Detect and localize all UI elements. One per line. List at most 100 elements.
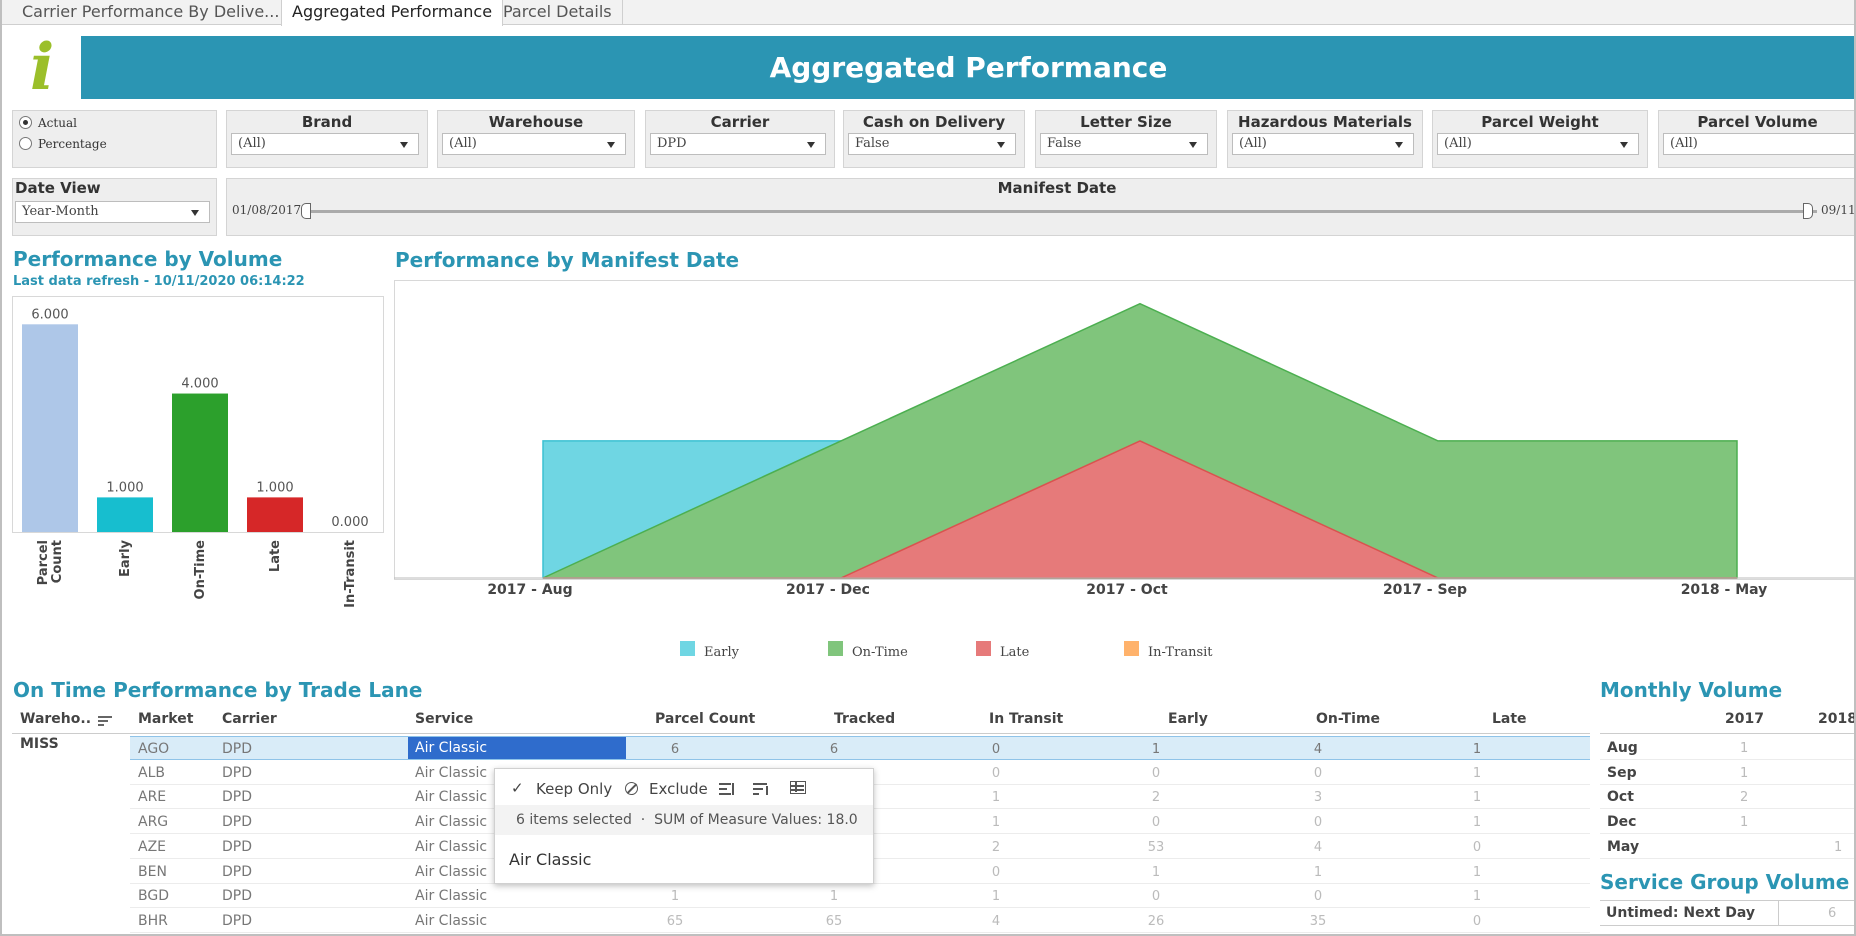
- carrier-cell[interactable]: DPD: [222, 814, 253, 831]
- numeric-cell[interactable]: 65: [666, 913, 684, 929]
- numeric-cell[interactable]: 0: [1313, 889, 1323, 905]
- numeric-cell[interactable]: 0: [1313, 815, 1323, 831]
- market-cell[interactable]: BEN: [138, 863, 167, 880]
- numeric-cell[interactable]: 0: [991, 864, 1001, 880]
- filter-carrier-dropdown[interactable]: DPD: [650, 133, 826, 155]
- numeric-cell[interactable]: 4: [1313, 839, 1323, 855]
- market-cell[interactable]: ARE: [138, 789, 167, 806]
- monthly-volume-row[interactable]: Dec 1: [1600, 810, 1856, 835]
- service-cell[interactable]: Air Classic: [415, 888, 488, 905]
- numeric-cell[interactable]: 35: [1309, 913, 1327, 929]
- col-header-market[interactable]: Market: [138, 711, 194, 727]
- monthly-volume-row[interactable]: May 1: [1600, 835, 1856, 859]
- tab-aggregated-performance[interactable]: Aggregated Performance: [281, 0, 504, 26]
- monthly-volume-row[interactable]: Oct 2: [1600, 785, 1856, 810]
- filter-parcel-weight-dropdown[interactable]: (All): [1437, 133, 1639, 155]
- filter-warehouse-dropdown[interactable]: (All): [442, 133, 626, 155]
- numeric-cell[interactable]: 1: [829, 889, 839, 905]
- numeric-cell[interactable]: 1: [1472, 790, 1482, 806]
- radio-percentage[interactable]: Percentage: [19, 137, 107, 151]
- tab-parcel-details[interactable]: Parcel Details: [493, 0, 623, 25]
- carrier-cell[interactable]: DPD: [222, 888, 253, 905]
- radio-actual-indicator[interactable]: [19, 116, 32, 129]
- numeric-cell[interactable]: 6: [829, 742, 839, 757]
- exclude-button[interactable]: Exclude: [649, 780, 708, 798]
- table-row[interactable]: BGD DPD Air Classic 1 1 1 0 0 1: [130, 884, 1590, 909]
- market-cell[interactable]: AZE: [138, 838, 167, 855]
- carrier-cell[interactable]: DPD: [222, 863, 253, 880]
- market-cell[interactable]: BHR: [138, 912, 168, 929]
- col-header-carrier[interactable]: Carrier: [222, 711, 277, 727]
- col-header-early[interactable]: Early: [1168, 711, 1208, 727]
- numeric-cell[interactable]: 0: [1151, 765, 1161, 781]
- col-header-service[interactable]: Service: [415, 711, 474, 727]
- numeric-cell[interactable]: 1: [1151, 864, 1161, 880]
- col-header-tracked[interactable]: Tracked: [834, 711, 896, 727]
- numeric-cell[interactable]: 0: [991, 765, 1001, 781]
- numeric-cell[interactable]: 2: [991, 839, 1001, 855]
- numeric-cell[interactable]: 65: [825, 913, 843, 929]
- sort-descending-icon[interactable]: [753, 783, 769, 795]
- numeric-cell[interactable]: 3: [1313, 790, 1323, 806]
- market-cell[interactable]: ALB: [138, 764, 165, 781]
- keep-only-button[interactable]: Keep Only: [536, 780, 613, 798]
- col-header-warehouse[interactable]: Wareho..: [20, 711, 92, 727]
- numeric-cell[interactable]: 1: [991, 889, 1001, 905]
- numeric-cell[interactable]: 0: [1472, 839, 1482, 855]
- numeric-cell[interactable]: 1: [1472, 742, 1482, 757]
- bar-parcel-count[interactable]: [22, 324, 78, 532]
- service-cell[interactable]: Air Classic: [415, 912, 488, 929]
- date-slider-start-handle[interactable]: [301, 203, 311, 219]
- filter-hazmat-dropdown[interactable]: (All): [1232, 133, 1414, 155]
- numeric-cell[interactable]: 1: [1313, 864, 1323, 880]
- carrier-cell[interactable]: DPD: [222, 764, 253, 781]
- carrier-cell[interactable]: DPD: [222, 789, 253, 806]
- numeric-cell[interactable]: 1: [991, 790, 1001, 806]
- date-slider-track[interactable]: [305, 210, 1817, 213]
- legend-swatch-on-time[interactable]: [828, 641, 843, 656]
- filter-parcel-volume-dropdown[interactable]: (All): [1663, 133, 1856, 155]
- carrier-cell[interactable]: DPD: [222, 838, 253, 855]
- numeric-cell[interactable]: 53: [1147, 839, 1165, 855]
- numeric-cell[interactable]: 1: [1472, 889, 1482, 905]
- carrier-cell[interactable]: DPD: [222, 912, 253, 929]
- tab-carrier-performance[interactable]: Carrier Performance By Delive...: [12, 0, 291, 25]
- radio-actual[interactable]: Actual: [19, 116, 77, 130]
- legend-swatch-late[interactable]: [976, 641, 991, 656]
- bar-on-time[interactable]: [172, 393, 228, 532]
- month-value-2017[interactable]: 1: [1740, 741, 1749, 756]
- numeric-cell[interactable]: 6: [670, 742, 680, 757]
- market-cell[interactable]: ARG: [138, 814, 169, 831]
- market-cell[interactable]: BGD: [138, 888, 169, 905]
- service-group-row[interactable]: Untimed: Next Day 6: [1600, 900, 1856, 926]
- numeric-cell[interactable]: 4: [991, 913, 1001, 929]
- service-cell[interactable]: Air Classic: [415, 789, 488, 806]
- monthly-volume-row[interactable]: Aug 1: [1600, 736, 1856, 760]
- numeric-cell[interactable]: 1: [1472, 864, 1482, 880]
- numeric-cell[interactable]: 1: [670, 889, 680, 905]
- service-cell[interactable]: Air Classic: [415, 814, 488, 831]
- numeric-cell[interactable]: 0: [1313, 765, 1323, 781]
- service-cell[interactable]: Air Classic: [415, 863, 488, 880]
- sort-icon[interactable]: [98, 716, 112, 726]
- warehouse-cell[interactable]: MISS: [20, 736, 59, 752]
- service-cell[interactable]: Air Classic: [408, 737, 626, 759]
- date-slider-end-handle[interactable]: [1803, 203, 1813, 219]
- legend-swatch-early[interactable]: [680, 641, 695, 656]
- numeric-cell[interactable]: 1: [991, 815, 1001, 831]
- numeric-cell[interactable]: 0: [1472, 913, 1482, 929]
- filter-brand-dropdown[interactable]: (All): [231, 133, 419, 155]
- col-header-on-time[interactable]: On-Time: [1316, 711, 1381, 727]
- service-cell[interactable]: Air Classic: [415, 838, 488, 855]
- filter-letter-size-dropdown[interactable]: False: [1040, 133, 1208, 155]
- numeric-cell[interactable]: 1: [1472, 765, 1482, 781]
- service-cell[interactable]: Air Classic: [415, 764, 488, 781]
- date-view-dropdown[interactable]: Year-Month: [15, 201, 210, 223]
- col-header-parcel-count[interactable]: Parcel Count: [655, 711, 756, 727]
- filter-cod-dropdown[interactable]: False: [848, 133, 1016, 155]
- view-data-icon[interactable]: [790, 781, 806, 794]
- month-value-2017[interactable]: 2: [1740, 790, 1749, 806]
- sort-ascending-icon[interactable]: [719, 783, 735, 795]
- month-value-2018[interactable]: 1: [1834, 839, 1843, 855]
- legend-label-late[interactable]: Late: [1000, 645, 1030, 660]
